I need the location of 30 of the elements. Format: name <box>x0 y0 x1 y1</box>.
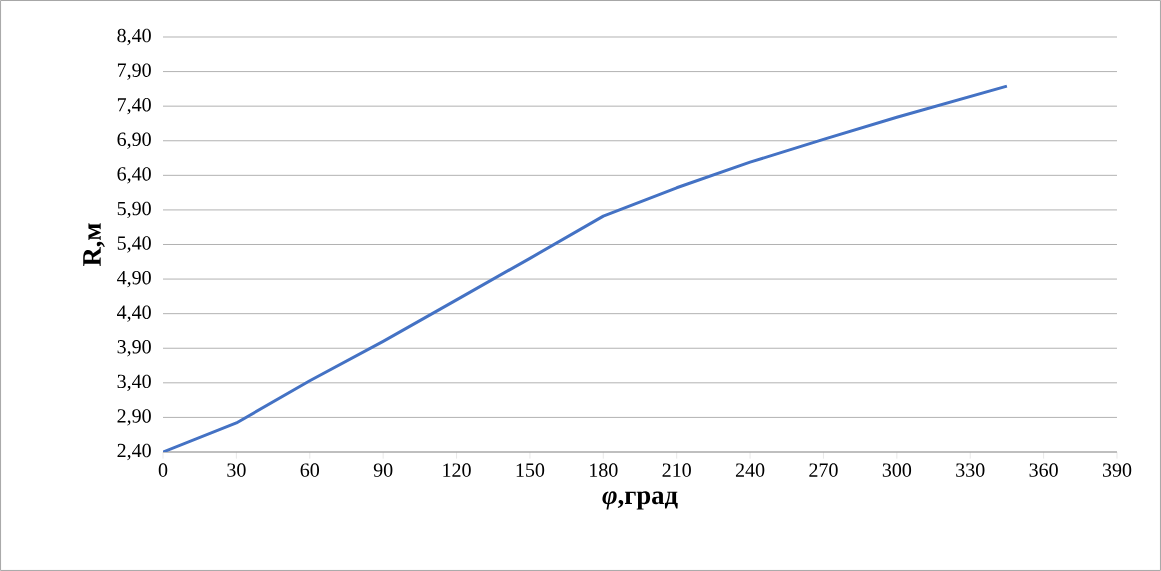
y-tick-label: 3,40 <box>117 374 151 392</box>
y-tick-label: 8,40 <box>117 28 151 46</box>
x-tick-label: 0 <box>158 463 168 477</box>
x-tick-label: 330 <box>956 463 985 477</box>
x-tick-label: 240 <box>735 463 765 477</box>
x-tick-label: 210 <box>662 463 691 477</box>
y-tick-label: 2,90 <box>117 409 151 426</box>
x-tick-label: 150 <box>516 463 545 477</box>
x-tick-label: 270 <box>809 463 838 477</box>
y-tick-label: 4,40 <box>117 305 151 322</box>
y-tick-label: 5,90 <box>117 201 151 219</box>
y-tick-label: 7,40 <box>117 97 151 115</box>
y-tick-label: 6,40 <box>117 167 151 184</box>
x-tick-label: 120 <box>443 463 471 477</box>
x-tick-label: 60 <box>300 463 320 477</box>
x-axis-title: φ,град <box>602 491 678 510</box>
y-axis-title: R,м <box>83 223 105 267</box>
x-tick-label: 30 <box>227 463 246 477</box>
y-tick-label: 5,40 <box>117 236 151 253</box>
x-tick-label: 390 <box>1102 463 1132 477</box>
x-tick-label: 180 <box>590 463 618 477</box>
line-series <box>163 84 1009 452</box>
y-tick-label: 6,90 <box>117 132 151 149</box>
x-tick-label: 360 <box>1029 463 1058 477</box>
x-tick-label: 90 <box>373 463 393 477</box>
y-tick-label: 2,40 <box>117 443 151 461</box>
y-tick-label: 7,90 <box>117 63 151 80</box>
y-tick-label: 4,90 <box>117 270 151 288</box>
x-tick-label: 300 <box>882 463 912 477</box>
y-tick-label: 3,90 <box>117 340 151 357</box>
